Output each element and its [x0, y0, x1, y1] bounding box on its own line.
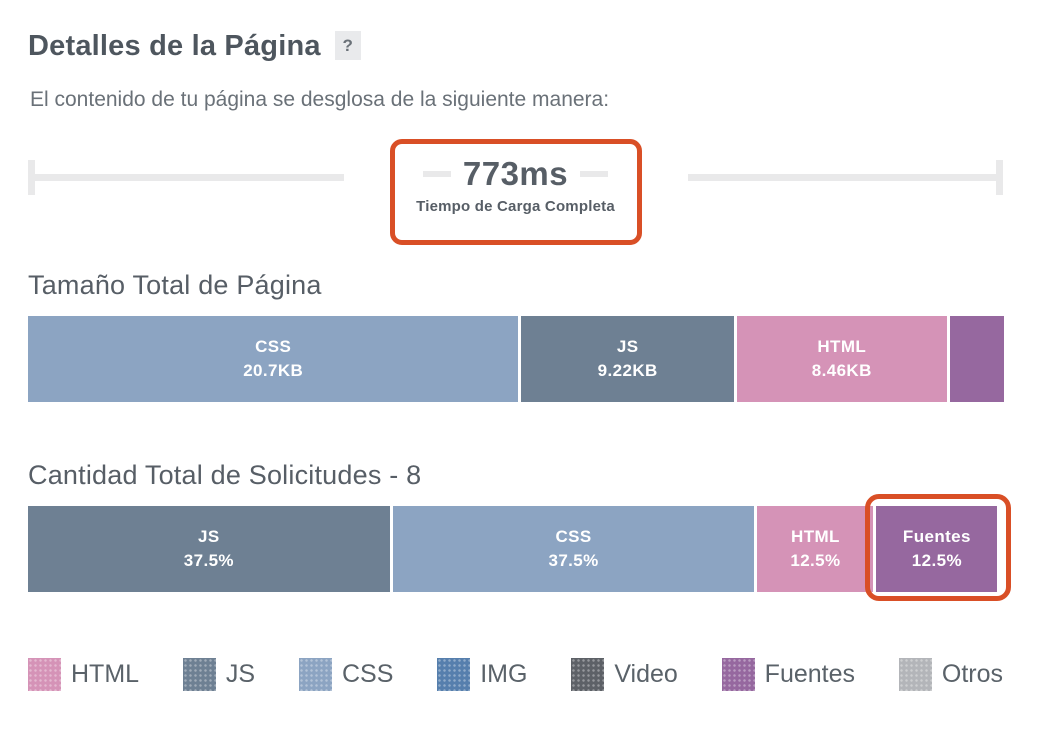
header: Detalles de la Página ?	[28, 30, 1003, 63]
js-swatch-icon	[182, 658, 216, 691]
section-title-requests: Cantidad Total de Solicitudes - 8	[28, 460, 422, 490]
legend-item-video: Video	[571, 658, 678, 691]
legend-item-img: IMG	[437, 658, 527, 691]
page-title: Detalles de la Página	[28, 30, 321, 62]
segment-value: 9.22KB	[597, 361, 658, 380]
page-subtitle: El contenido de tu página se desglosa de…	[30, 88, 610, 111]
segment-label: Fuentes 12.5%	[903, 525, 971, 573]
legend-item-css: CSS	[298, 658, 394, 691]
load-time-box: 773ms Tiempo de Carga Completa	[389, 139, 642, 245]
bar-segment-fonts: Fuentes 12.5%	[876, 506, 998, 592]
load-time-caption: Tiempo de Carga Completa	[416, 198, 615, 215]
legend-label: Otros	[941, 660, 1003, 688]
legend-label: IMG	[480, 660, 528, 688]
segment-value: 8.46KB	[811, 361, 872, 380]
fonts-swatch-icon	[721, 658, 755, 691]
other-swatch-icon	[898, 658, 932, 691]
css-swatch-icon	[298, 658, 332, 691]
segment-label: CSS 37.5%	[548, 525, 598, 573]
timeline-right-cap	[996, 160, 1003, 195]
bar-segment-fonts	[949, 316, 1005, 402]
load-time-value: 773ms	[462, 155, 569, 192]
segment-value: 37.5%	[183, 551, 234, 570]
bar-segment-js: JS 37.5%	[28, 506, 390, 592]
segment-name: JS	[198, 527, 220, 547]
legend-label: JS	[225, 660, 256, 688]
load-time-timeline: 773ms Tiempo de Carga Completa	[28, 138, 1003, 246]
segment-label: JS 37.5%	[184, 525, 234, 573]
segment-name: HTML	[817, 337, 867, 357]
segment-name: Fuentes	[902, 527, 971, 547]
page-size-bar: CSS 20.7KB JS 9.22KB HTML 8.46KB	[28, 316, 1005, 402]
segment-name: HTML	[791, 527, 840, 547]
video-swatch-icon	[571, 658, 605, 691]
legend: HTML JS CSS IMG Video Fuentes Otros	[28, 658, 1003, 691]
bar-segment-html: HTML 12.5%	[757, 506, 874, 592]
bar-segment-css: CSS 37.5%	[392, 506, 755, 592]
bar-segment-fonts-highlighted: Fuentes 12.5%	[865, 494, 1012, 601]
legend-item-fonts: Fuentes	[721, 658, 856, 691]
segment-value: 12.5%	[911, 551, 962, 570]
legend-item-other: Otros	[898, 658, 1003, 691]
segment-name: JS	[616, 337, 639, 357]
requests-bar: JS 37.5% CSS 37.5% HTML 12.5% Fuentes 12…	[28, 494, 1012, 601]
segment-value: 20.7KB	[243, 361, 304, 380]
segment-value: 12.5%	[790, 551, 841, 570]
segment-label: CSS 20.7KB	[243, 335, 303, 383]
bar-segment-html: HTML 8.46KB	[736, 316, 947, 402]
timeline-dash-right	[580, 171, 609, 177]
legend-item-js: JS	[182, 658, 256, 691]
segment-label: HTML 8.46KB	[812, 335, 872, 383]
legend-label: Fuentes	[764, 660, 856, 688]
section-title-page-size: Tamaño Total de Página	[28, 270, 322, 300]
segment-label: JS 9.22KB	[598, 335, 658, 383]
bar-segment-js: JS 9.22KB	[521, 316, 734, 402]
page-details-panel: Detalles de la Página ? El contenido de …	[28, 30, 1012, 691]
segment-name: CSS	[255, 337, 292, 357]
timeline-left-cap	[28, 160, 35, 195]
load-time-annotation: 773ms Tiempo de Carga Completa	[343, 138, 688, 246]
legend-label: Video	[614, 660, 678, 688]
load-time-row: 773ms	[411, 155, 620, 193]
timeline-dash-left	[422, 171, 451, 177]
img-swatch-icon	[437, 658, 471, 691]
segment-value: 37.5%	[548, 551, 599, 570]
segment-name: CSS	[555, 527, 592, 547]
legend-label: HTML	[71, 660, 140, 688]
legend-label: CSS	[341, 660, 394, 688]
legend-item-html: HTML	[28, 658, 139, 691]
bar-segment-css: CSS 20.7KB	[28, 316, 519, 402]
segment-label: HTML 12.5%	[790, 525, 840, 573]
help-icon[interactable]: ?	[334, 31, 361, 60]
html-swatch-icon	[28, 658, 61, 691]
